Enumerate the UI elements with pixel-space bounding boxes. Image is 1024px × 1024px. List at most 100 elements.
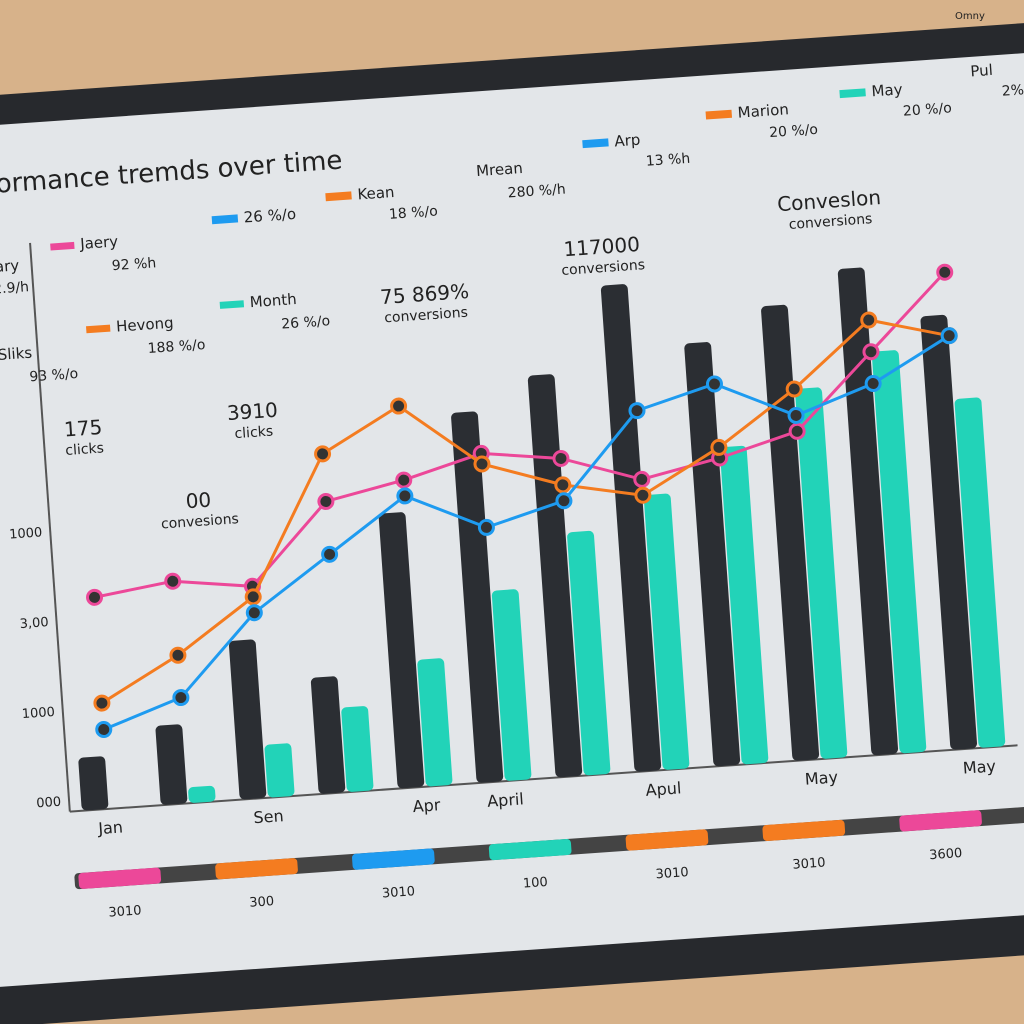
point xyxy=(785,380,803,398)
line xyxy=(94,271,946,599)
top-sub: 18 %/o xyxy=(388,203,438,222)
bar xyxy=(491,589,532,781)
timeline-label: 3600 xyxy=(929,846,963,863)
bar xyxy=(341,706,374,792)
top-sub: 20 %/o xyxy=(902,100,952,119)
bar xyxy=(527,374,583,778)
legend-swatch xyxy=(325,191,352,202)
annotation-text: convesions xyxy=(160,511,239,532)
timeline-segment xyxy=(352,848,435,870)
point xyxy=(390,397,408,415)
tablet: rformance tremds over time 00010003,0010… xyxy=(0,21,1024,1024)
bar xyxy=(310,676,346,794)
side-label: 1000 xyxy=(21,705,55,722)
annotation-label: 117000 xyxy=(563,232,641,261)
point xyxy=(93,694,111,712)
point xyxy=(860,311,878,329)
top-sub: 20 %/o xyxy=(769,122,819,141)
bar xyxy=(871,350,927,754)
bar xyxy=(264,743,295,798)
line xyxy=(101,318,950,705)
bar xyxy=(228,639,267,800)
legend-swatch xyxy=(582,138,609,149)
point xyxy=(95,721,113,739)
side-label: 000 xyxy=(36,795,62,812)
bar xyxy=(78,756,109,811)
bar xyxy=(795,387,848,759)
legend-swatch xyxy=(219,300,245,309)
line xyxy=(103,334,950,731)
bar xyxy=(684,342,741,767)
point xyxy=(936,263,954,281)
timeline-label: 100 xyxy=(522,875,548,892)
point xyxy=(396,487,414,505)
x-tick-label: May xyxy=(804,767,838,788)
point xyxy=(317,492,335,510)
point xyxy=(940,327,958,345)
bar xyxy=(417,658,453,787)
timeline-segment xyxy=(762,819,846,842)
side-label: 1000 xyxy=(9,525,43,542)
point xyxy=(169,646,187,664)
x-tick-label: Sen xyxy=(253,806,284,827)
timeline-label: 3010 xyxy=(382,884,416,901)
y-axis xyxy=(29,242,71,812)
bar xyxy=(761,304,820,761)
bar xyxy=(567,530,611,776)
annotation-label: 3910 xyxy=(226,398,278,425)
top-label: Pul xyxy=(970,61,994,81)
timeline-segment xyxy=(899,810,982,832)
x-tick-label: May xyxy=(962,756,996,777)
bar xyxy=(837,267,899,756)
annotation-text: clicks xyxy=(65,440,105,459)
point xyxy=(314,445,332,463)
point xyxy=(862,343,880,361)
point xyxy=(395,471,413,489)
point xyxy=(244,588,262,606)
point xyxy=(552,449,570,467)
bar xyxy=(920,314,978,750)
point xyxy=(554,476,572,494)
point xyxy=(321,545,339,563)
legend-swatch xyxy=(50,241,75,251)
legend-swatch xyxy=(211,214,239,225)
top-label: Kean xyxy=(357,183,395,204)
top-sub: 13 %h xyxy=(645,151,690,170)
bar xyxy=(954,397,1006,748)
annotation-text: conversions xyxy=(384,305,469,327)
point xyxy=(634,486,652,504)
bar xyxy=(155,724,188,805)
annotation-label: 00 xyxy=(185,487,212,513)
top-label: May xyxy=(871,80,903,100)
legend-value: 92 %h xyxy=(111,255,156,274)
point xyxy=(788,422,806,440)
timeline-label: 3010 xyxy=(108,903,142,920)
side-label: 3,00 xyxy=(19,615,49,632)
legend-label: Mrean xyxy=(476,159,524,180)
legend-swatch xyxy=(705,109,733,120)
x-tick-label: April xyxy=(487,789,525,811)
top-sub: 2.9/h xyxy=(0,279,30,297)
status-text: Omny xyxy=(955,11,985,22)
point xyxy=(705,375,723,393)
annotation-text: conversions xyxy=(788,211,873,233)
bar xyxy=(643,493,690,770)
point xyxy=(864,374,882,392)
timeline-segment xyxy=(625,829,709,851)
top-label: onmary xyxy=(0,256,20,278)
legend-label: Hevong xyxy=(115,314,174,336)
timeline-segment xyxy=(78,867,162,889)
point xyxy=(86,588,104,606)
x-axis xyxy=(69,744,1018,813)
point xyxy=(172,689,190,707)
legend-label: Month xyxy=(249,290,297,311)
point xyxy=(477,518,495,536)
annotation-label: 175 xyxy=(63,415,103,442)
bar xyxy=(600,284,662,772)
legend-swatch xyxy=(86,324,111,334)
top-label: Arp xyxy=(614,131,641,151)
bar xyxy=(719,445,769,765)
timeline-segment xyxy=(488,838,572,861)
point xyxy=(245,604,263,622)
